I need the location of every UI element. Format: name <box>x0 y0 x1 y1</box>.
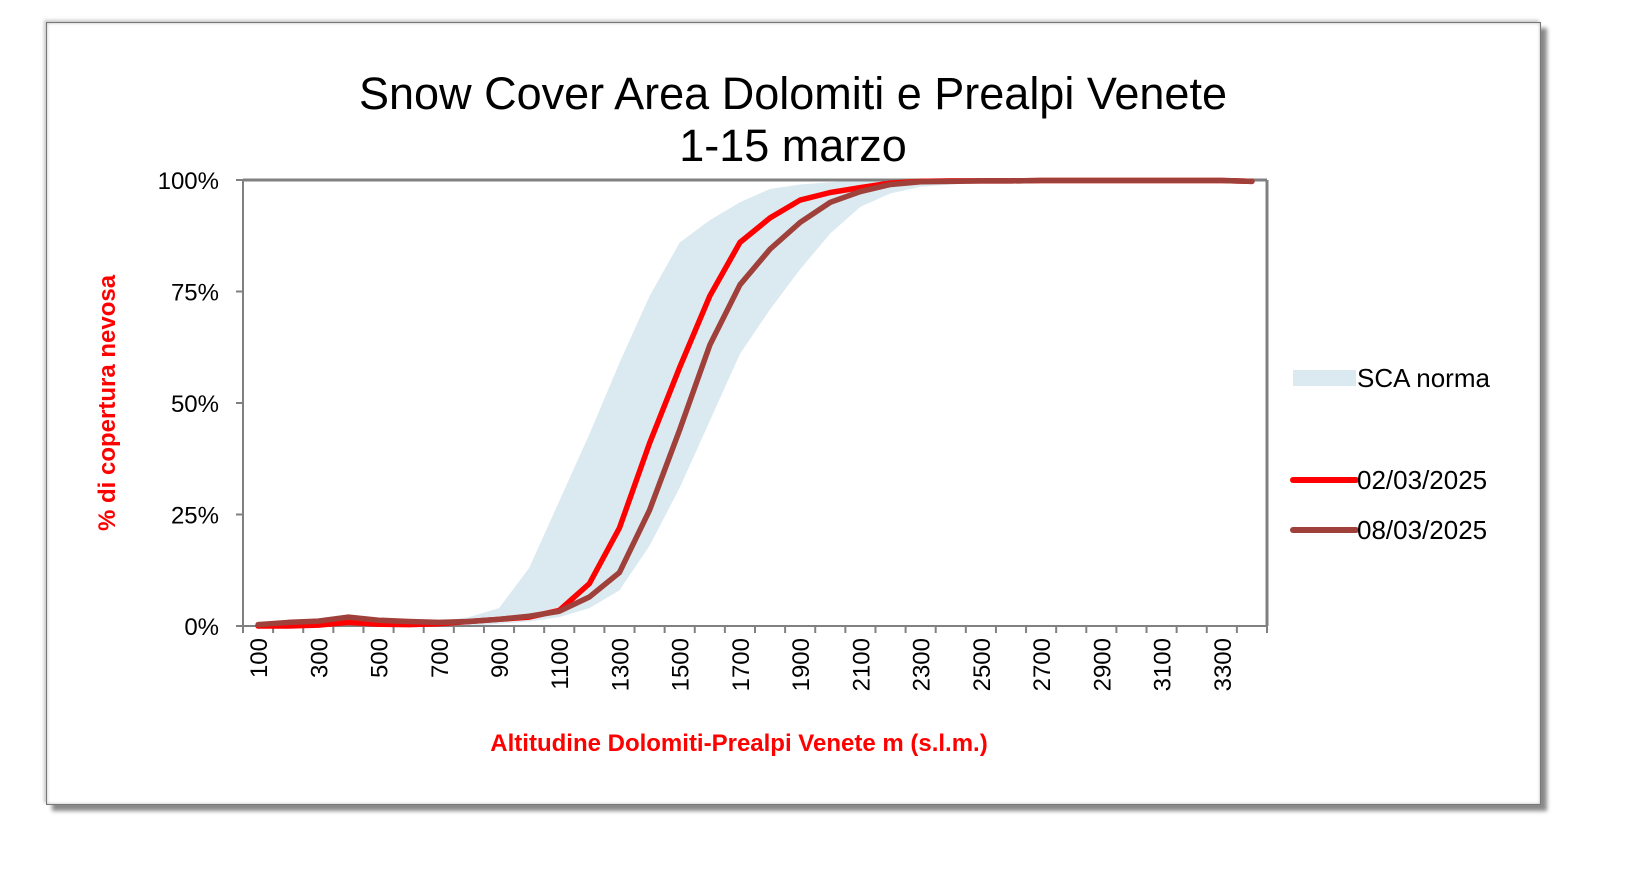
x-tick-label: 2700 <box>1029 638 1056 691</box>
x-tick-label: 900 <box>487 638 514 678</box>
y-axis-label: % di copertura nevosa <box>94 274 121 531</box>
chart-frame: Snow Cover Area Dolomiti e Prealpi Venet… <box>46 22 1541 805</box>
plot-area: 0% 25% 50% 75% 100% 100 300 500 700 900 1100 1300 15… <box>158 168 1269 691</box>
chart-subtitle: 1-15 marzo <box>679 120 907 171</box>
x-tick-label: 1900 <box>788 638 815 691</box>
x-tick-label: 2100 <box>848 638 875 691</box>
legend-band-label: SCA norma <box>1357 363 1490 393</box>
x-tick-label: 2300 <box>909 638 936 691</box>
legend-series-1-label: 02/03/2025 <box>1357 465 1487 495</box>
y-tick-label: 75% <box>171 280 219 307</box>
x-tick-label: 500 <box>367 638 394 678</box>
series-2-line <box>255 177 1255 628</box>
x-axis-label: Altitudine Dolomiti-Prealpi Venete m (s.… <box>490 730 987 757</box>
legend-band-swatch <box>1293 370 1356 386</box>
y-tick-label: 0% <box>184 614 219 641</box>
legend: SCA norma 02/03/2025 08/03/2025 <box>1290 363 1490 545</box>
sca-norma-band <box>258 180 1252 626</box>
x-tick-label: 1300 <box>607 638 634 691</box>
chart: Snow Cover Area Dolomiti e Prealpi Venet… <box>94 68 1490 757</box>
y-tick-label: 100% <box>158 168 219 195</box>
x-tick-label: 2500 <box>969 638 996 691</box>
x-tick-label: 3300 <box>1210 638 1237 691</box>
x-tick-label: 700 <box>427 638 454 678</box>
x-tick-label: 3100 <box>1150 638 1177 691</box>
x-tick-label: 1500 <box>668 638 695 691</box>
x-tick-label: 300 <box>306 638 333 678</box>
x-tick-label: 2900 <box>1089 638 1116 691</box>
x-tick-label: 1700 <box>728 638 755 691</box>
x-tick-label: 100 <box>246 638 273 678</box>
y-tick-label: 50% <box>171 391 219 418</box>
legend-series-2-label: 08/03/2025 <box>1357 515 1487 545</box>
chart-title: Snow Cover Area Dolomiti e Prealpi Venet… <box>359 68 1227 119</box>
y-tick-label: 25% <box>171 503 219 530</box>
x-tick-label: 1100 <box>547 638 574 690</box>
